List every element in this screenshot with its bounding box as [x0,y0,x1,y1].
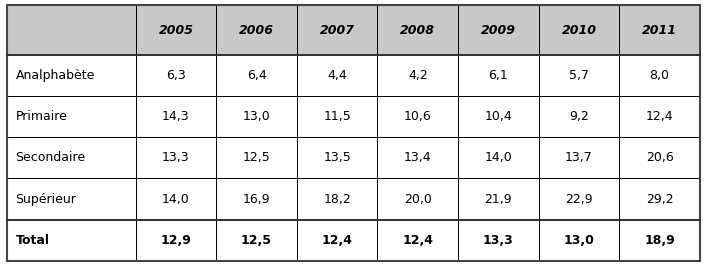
Bar [7,55,136,96]
Text: 2005: 2005 [158,24,194,37]
Bar [7,137,136,178]
Bar [7,5,136,55]
Bar [297,55,378,96]
Bar [297,137,378,178]
Bar [378,137,458,178]
Bar [539,137,619,178]
Bar [216,5,297,55]
Bar [458,137,539,178]
Text: Supérieur: Supérieur [16,193,76,206]
Text: 18,9: 18,9 [644,234,675,247]
Text: 2006: 2006 [239,24,274,37]
Text: 18,2: 18,2 [323,193,351,206]
Bar [136,178,216,219]
Bar [378,96,458,137]
Bar [378,219,458,261]
Text: 14,0: 14,0 [162,193,189,206]
Bar [216,178,297,219]
Text: 13,0: 13,0 [243,110,271,123]
Text: 11,5: 11,5 [323,110,351,123]
Bar [297,96,378,137]
Text: 12,5: 12,5 [241,234,272,247]
Text: 20,0: 20,0 [404,193,432,206]
Text: 6,1: 6,1 [489,69,508,82]
Text: 29,2: 29,2 [645,193,674,206]
Bar [136,55,216,96]
Text: Total: Total [16,234,49,247]
Text: 13,5: 13,5 [323,151,351,164]
Bar [619,137,700,178]
Text: 4,4: 4,4 [327,69,347,82]
Bar [458,178,539,219]
Bar [136,219,216,261]
Text: 2007: 2007 [320,24,355,37]
Text: 2010: 2010 [561,24,597,37]
Bar [539,55,619,96]
Bar [378,178,458,219]
Bar [458,219,539,261]
Text: Secondaire: Secondaire [16,151,86,164]
Bar [216,96,297,137]
Text: 8,0: 8,0 [650,69,670,82]
Text: 10,6: 10,6 [404,110,432,123]
Text: 13,3: 13,3 [162,151,189,164]
Bar [297,178,378,219]
Bar [458,55,539,96]
Text: 2009: 2009 [481,24,516,37]
Bar [619,219,700,261]
Text: 14,0: 14,0 [484,151,513,164]
Bar [619,5,700,55]
Text: 13,3: 13,3 [483,234,514,247]
Text: 10,4: 10,4 [484,110,513,123]
Bar [136,5,216,55]
Bar [378,55,458,96]
Bar [216,219,297,261]
Text: 6,4: 6,4 [247,69,267,82]
Bar [136,137,216,178]
Bar [7,178,136,219]
Text: 20,6: 20,6 [645,151,674,164]
Text: 12,4: 12,4 [645,110,674,123]
Bar [7,96,136,137]
Text: 9,2: 9,2 [569,110,589,123]
Text: 13,7: 13,7 [565,151,593,164]
Text: 5,7: 5,7 [569,69,589,82]
Bar [539,5,619,55]
Bar [7,219,136,261]
Bar [216,137,297,178]
Bar [619,178,700,219]
Bar [539,178,619,219]
Text: 6,3: 6,3 [166,69,186,82]
Text: 12,5: 12,5 [243,151,271,164]
Bar [619,96,700,137]
Text: Primaire: Primaire [16,110,67,123]
Text: 12,9: 12,9 [160,234,192,247]
Text: 13,0: 13,0 [563,234,595,247]
Text: 21,9: 21,9 [484,193,512,206]
Bar [539,96,619,137]
Text: 2008: 2008 [400,24,436,37]
Bar [458,5,539,55]
Bar [539,219,619,261]
Text: 2011: 2011 [642,24,677,37]
Bar [619,55,700,96]
Text: 4,2: 4,2 [408,69,428,82]
Text: 16,9: 16,9 [243,193,270,206]
Bar [458,96,539,137]
Text: 14,3: 14,3 [162,110,189,123]
Bar [378,5,458,55]
Text: 12,4: 12,4 [402,234,433,247]
Text: 12,4: 12,4 [322,234,353,247]
Text: Analphabète: Analphabète [16,69,95,82]
Bar [297,5,378,55]
Bar [297,219,378,261]
Bar [136,96,216,137]
Bar [216,55,297,96]
Text: 22,9: 22,9 [565,193,593,206]
Text: 13,4: 13,4 [404,151,431,164]
